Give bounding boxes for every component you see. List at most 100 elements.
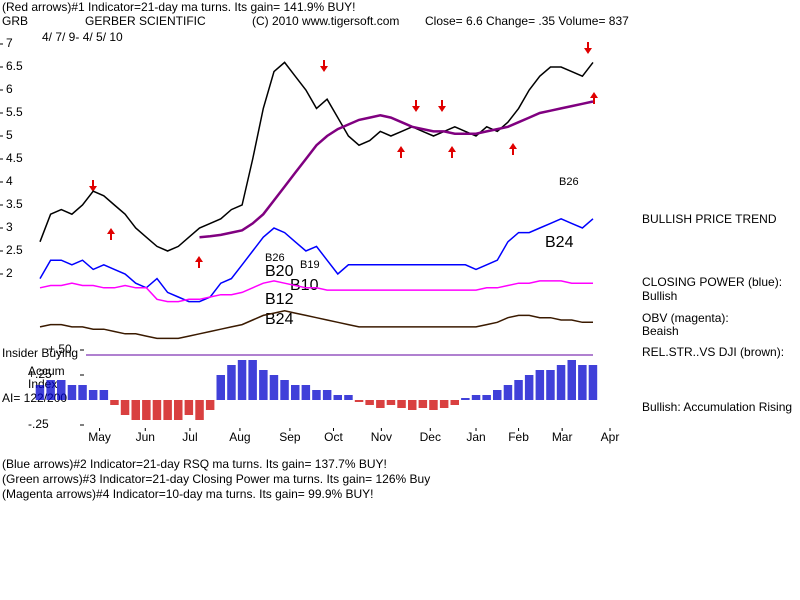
accum-bar — [333, 395, 342, 400]
buy-arrow — [107, 228, 115, 240]
accum-bar — [142, 400, 151, 420]
x-tick-label: Aug — [229, 430, 250, 444]
side-label: Bullish: Accumulation Rising — [642, 400, 792, 414]
y-tick-label: 2 — [6, 266, 13, 280]
accum-bar — [578, 365, 587, 400]
panel-label: Accum — [28, 364, 65, 378]
accum-bar — [163, 400, 172, 420]
y-tick-label: 2.5 — [6, 243, 23, 257]
accum-bar — [354, 400, 364, 402]
y-tick-label: 4.5 — [6, 151, 23, 165]
accum-bar — [418, 400, 428, 408]
x-tick-label: Oct — [324, 430, 343, 444]
accum-bar — [88, 390, 98, 400]
accum-bar — [365, 400, 374, 405]
annotation: B24 — [545, 234, 574, 251]
accum-bar — [546, 370, 555, 400]
footer-line: (Blue arrows)#2 Indicator=21-day RSQ ma … — [2, 457, 387, 471]
accum-bar — [471, 395, 481, 400]
x-tick-label: Jan — [466, 430, 485, 444]
accum-bar — [482, 395, 491, 400]
accum-bar — [174, 400, 183, 420]
x-tick-label: Feb — [508, 430, 529, 444]
accum-bar — [514, 380, 523, 400]
accum-bar — [376, 400, 385, 408]
annotation: B24 — [265, 311, 294, 328]
accum-bar — [439, 400, 449, 408]
accum-bar — [556, 365, 566, 400]
accum-bar — [461, 398, 470, 400]
accum-bar — [429, 400, 438, 410]
sell-arrow — [89, 180, 97, 192]
accum-bar — [588, 365, 598, 400]
series-line — [39, 310, 593, 340]
accum-bar — [248, 360, 257, 400]
copyright: (C) 2010 www.tigersoft.com — [252, 14, 399, 28]
accum-bar — [312, 390, 321, 400]
series-line — [199, 100, 594, 239]
panel-label: Insider Buying — [2, 346, 78, 360]
accum-bar — [237, 360, 247, 400]
accum-bar — [322, 390, 332, 400]
annotation: B26 — [559, 176, 579, 188]
accum-bar — [46, 380, 55, 400]
accum-bar — [35, 385, 45, 400]
accum-bar — [195, 400, 204, 420]
footer-line: (Magenta arrows)#4 Indicator=10-day ma t… — [2, 487, 374, 501]
series-line — [39, 61, 594, 252]
y-tick-label: 4 — [6, 174, 13, 188]
accum-bar — [99, 390, 109, 400]
subtitle: 4/ 7/ 9- 4/ 5/ 10 — [42, 30, 123, 44]
y-tick-label: 5 — [6, 128, 13, 142]
accum-bar — [205, 400, 215, 410]
accum-bar — [450, 400, 459, 405]
accum-bar — [408, 400, 417, 410]
side-label: Bullish — [642, 289, 677, 303]
x-tick-label: Apr — [601, 430, 620, 444]
y-tick-label: -.25 — [28, 417, 49, 431]
buy-arrow — [397, 146, 405, 158]
annotation: B10 — [290, 277, 319, 294]
accum-bar — [567, 360, 576, 400]
series-line — [39, 280, 593, 303]
accum-bar — [291, 385, 300, 400]
buy-arrow — [590, 92, 598, 104]
accum-bar — [57, 380, 66, 400]
accum-bar — [535, 370, 545, 400]
buy-arrow — [448, 146, 456, 158]
y-tick-label: +.50 — [48, 342, 72, 356]
sell-arrow — [438, 100, 446, 112]
annotation: B20 — [265, 263, 294, 280]
symbol: GRB — [2, 14, 28, 28]
header-line: (Red arrows)#1 Indicator=21-day ma turns… — [2, 0, 356, 14]
accum-bar — [78, 385, 87, 400]
y-tick-label: 7 — [6, 36, 13, 50]
accum-bar — [386, 400, 396, 405]
x-tick-label: May — [88, 430, 111, 444]
sell-arrow — [320, 60, 328, 72]
buy-arrow — [509, 143, 517, 155]
accum-bar — [269, 375, 279, 400]
y-tick-label: 6 — [6, 82, 13, 96]
annotation: B26 — [265, 252, 285, 264]
accum-bar — [227, 365, 236, 400]
x-tick-label: Mar — [552, 430, 573, 444]
accum-bar — [301, 385, 311, 400]
accum-bar — [344, 395, 353, 400]
sell-arrow — [584, 42, 592, 54]
side-label: CLOSING POWER (blue): — [642, 275, 782, 289]
y-tick-label: 3 — [6, 220, 13, 234]
footer-line: (Green arrows)#3 Indicator=21-day Closin… — [2, 472, 430, 486]
annotation: B19 — [300, 259, 320, 271]
buy-arrow — [195, 256, 203, 268]
accum-bar — [152, 400, 162, 420]
side-label: OBV (magenta): — [642, 311, 729, 325]
accum-bar — [524, 375, 534, 400]
chart-title: GERBER SCIENTIFIC — [85, 14, 206, 28]
y-tick-label: 6.5 — [6, 59, 23, 73]
accum-bar — [493, 390, 502, 400]
x-tick-label: Jul — [182, 430, 197, 444]
x-tick-label: Jun — [136, 430, 155, 444]
